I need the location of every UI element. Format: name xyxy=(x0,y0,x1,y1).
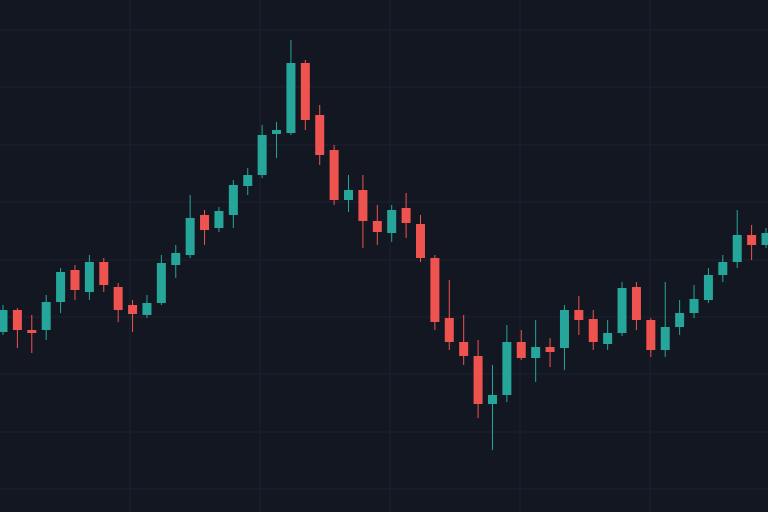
candle-body xyxy=(372,221,382,232)
candle-body xyxy=(12,310,22,330)
candle-body xyxy=(675,313,685,327)
candle-body xyxy=(761,233,768,245)
candle-body xyxy=(703,275,713,300)
candle-body xyxy=(689,299,699,313)
candle-body xyxy=(200,215,210,230)
candle-body xyxy=(99,262,109,285)
candle-body xyxy=(718,262,728,275)
candle-body xyxy=(387,210,397,233)
candle-body xyxy=(329,150,339,200)
candles xyxy=(0,40,768,450)
candle-body xyxy=(588,319,598,342)
candle-body xyxy=(315,115,325,155)
candle-body xyxy=(156,263,166,303)
candle-body xyxy=(300,63,310,120)
candle-body xyxy=(0,310,8,332)
candle-body xyxy=(358,190,368,221)
candle-body xyxy=(228,185,238,215)
candle-body xyxy=(142,303,152,315)
candle-body xyxy=(502,342,512,395)
candle-body xyxy=(444,318,454,342)
candle-body xyxy=(214,211,224,228)
candle-body xyxy=(747,235,757,245)
candle-body xyxy=(185,218,195,255)
candle-body xyxy=(401,208,411,223)
candle-body xyxy=(84,262,94,292)
candle-body xyxy=(70,270,80,290)
candle-body xyxy=(646,320,656,350)
candle-body xyxy=(257,135,267,175)
candle-body xyxy=(603,333,613,344)
candle-body xyxy=(344,190,354,200)
candle-body xyxy=(430,258,440,322)
candle-body xyxy=(660,327,670,350)
candle-body xyxy=(243,175,253,186)
candle-body xyxy=(27,330,37,333)
candle-body xyxy=(487,395,497,404)
candle-body xyxy=(286,63,296,133)
candle-body xyxy=(473,356,483,404)
candle-body xyxy=(272,130,282,134)
candle-body xyxy=(631,287,641,320)
candle-body xyxy=(559,310,569,348)
candle-body xyxy=(128,305,138,314)
candle-body xyxy=(617,288,627,333)
candle-body xyxy=(545,347,555,352)
candle-body xyxy=(415,224,425,258)
candle-body xyxy=(113,287,123,310)
candle-body xyxy=(732,235,742,262)
candle-body xyxy=(531,347,541,358)
candle-body xyxy=(574,310,584,320)
candle-body xyxy=(41,302,51,330)
candle-body xyxy=(56,272,66,302)
candle-body xyxy=(516,342,526,358)
candle-body xyxy=(459,342,469,356)
candle-body xyxy=(171,253,181,265)
